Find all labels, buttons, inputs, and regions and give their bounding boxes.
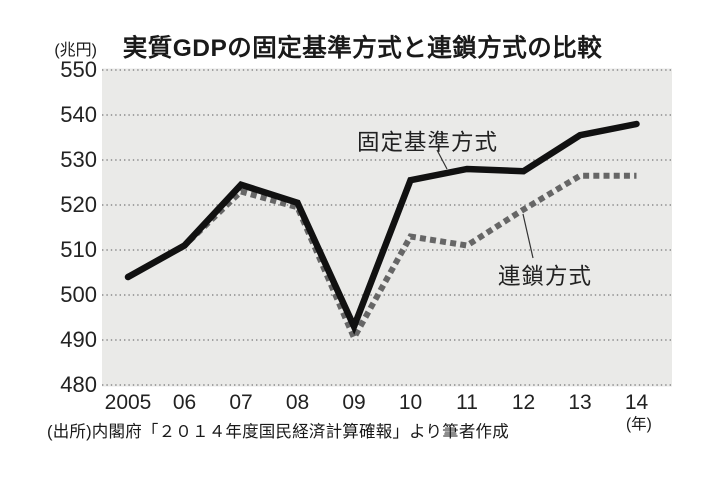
x-axis-tick-label: 12 <box>511 391 536 414</box>
x-axis-tick-label: 08 <box>285 391 310 414</box>
plot-background <box>102 68 672 387</box>
series-label-chain: 連鎖方式 <box>498 264 593 289</box>
y-axis-tick-label: 540 <box>60 102 97 127</box>
y-axis-unit-label: (兆円) <box>54 42 97 59</box>
y-axis-tick-label: 550 <box>60 57 97 82</box>
x-axis-tick-label: 11 <box>456 391 478 414</box>
y-axis-tick-label: 510 <box>60 237 97 262</box>
series-label-fixed-base: 固定基準方式 <box>357 130 499 155</box>
y-axis-tick-label: 490 <box>60 327 97 352</box>
x-axis-tick-label: 09 <box>342 391 366 414</box>
y-axis-tick-label: 520 <box>60 192 97 217</box>
x-axis-tick-label: 14 <box>624 391 649 414</box>
series-line-fixed-base <box>124 120 640 335</box>
chart-title: 実質GDPの固定基準方式と連鎖方式の比較 <box>122 35 603 62</box>
x-axis-unit-label: (年) <box>626 416 652 433</box>
leader-fixed-base <box>436 149 448 170</box>
y-axis-tick-label: 530 <box>60 147 97 172</box>
x-axis-tick-label: 07 <box>229 391 253 414</box>
x-axis-tick-label: 13 <box>568 391 592 414</box>
x-axis-tick-label: 06 <box>172 391 197 414</box>
x-axis-tick-label: 2005 <box>104 391 152 414</box>
y-axis-tick-label: 500 <box>60 282 97 307</box>
leader-chain <box>522 213 534 259</box>
source-note: (出所)内閣府「２０１４年度国民経済計算確報」より筆者作成 <box>47 423 509 441</box>
y-axis-tick-label: 480 <box>60 372 97 397</box>
x-axis-tick-label: 10 <box>398 391 423 414</box>
